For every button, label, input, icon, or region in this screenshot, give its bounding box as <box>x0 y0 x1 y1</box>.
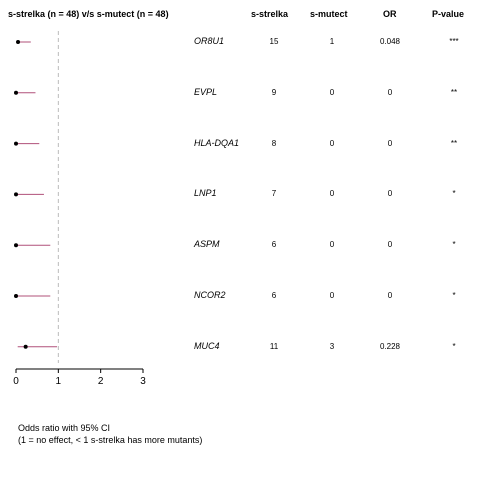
count-s-mutect: 1 <box>329 37 335 46</box>
gene-label: HLA-DQA1 <box>194 137 240 148</box>
count-s-strelka: 6 <box>271 240 277 250</box>
x-axis-label-line-2: (1 = no effect, < 1 s-strelka has more m… <box>18 435 203 445</box>
p-value-stars: ** <box>450 138 458 148</box>
count-s-mutect: 0 <box>329 240 335 250</box>
count-s-strelka: 8 <box>271 138 277 148</box>
count-s-strelka: 15 <box>269 37 279 46</box>
count-s-mutect: 0 <box>329 138 335 148</box>
or-value: 0 <box>387 240 393 250</box>
or-value: 0 <box>387 189 393 199</box>
or-point-lnp1 <box>14 192 18 197</box>
or-value: 0.048 <box>379 37 401 46</box>
or-value: 0 <box>387 138 393 148</box>
gene-label: MUC4 <box>194 340 220 351</box>
gene-label: ASPM <box>194 239 220 250</box>
column-header-or: OR <box>383 9 397 19</box>
count-s-mutect: 0 <box>329 87 335 97</box>
x-tick-label-0: 0 <box>13 376 19 387</box>
or-point-aspm <box>14 243 18 248</box>
gene-label: EVPL <box>194 86 218 97</box>
or-point-muc4 <box>23 344 28 349</box>
p-value-stars: * <box>452 291 456 300</box>
p-value-stars: * <box>452 189 456 199</box>
p-value-stars: * <box>452 240 456 250</box>
count-s-mutect: 0 <box>329 189 335 199</box>
column-header-s-strelka: s-strelka <box>251 9 289 19</box>
or-point-ncor2 <box>14 294 18 298</box>
column-header-s-mutect: s-mutect <box>310 9 348 19</box>
count-s-strelka: 6 <box>271 291 277 300</box>
p-value-stars: *** <box>449 37 459 46</box>
or-value: 0 <box>387 291 393 300</box>
x-axis-label-line-1: Odds ratio with 95% CI <box>18 423 111 433</box>
or-point-evpl <box>14 90 18 95</box>
count-s-mutect: 0 <box>329 291 335 300</box>
p-value-stars: ** <box>450 87 458 97</box>
x-tick-label-2: 2 <box>98 376 104 387</box>
or-point-or8u1 <box>16 40 21 44</box>
count-s-strelka: 9 <box>271 87 277 97</box>
count-s-mutect: 3 <box>329 341 335 351</box>
column-header-p-value: P-value <box>432 9 465 19</box>
p-value-stars: * <box>452 341 456 351</box>
gene-label: NCOR2 <box>194 290 226 300</box>
x-tick-label-1: 1 <box>56 376 62 387</box>
gene-label: OR8U1 <box>194 36 225 46</box>
or-point-hla-dqa1 <box>14 141 18 146</box>
count-s-strelka: 11 <box>269 341 279 351</box>
or-value: 0.228 <box>379 341 401 351</box>
x-tick-label-3: 3 <box>140 376 146 387</box>
or-value: 0 <box>387 87 393 97</box>
gene-label: LNP1 <box>194 188 217 199</box>
count-s-strelka: 7 <box>271 189 277 199</box>
chart-title: s-strelka (n = 48) v/s s-mutect (n = 48) <box>8 9 169 19</box>
